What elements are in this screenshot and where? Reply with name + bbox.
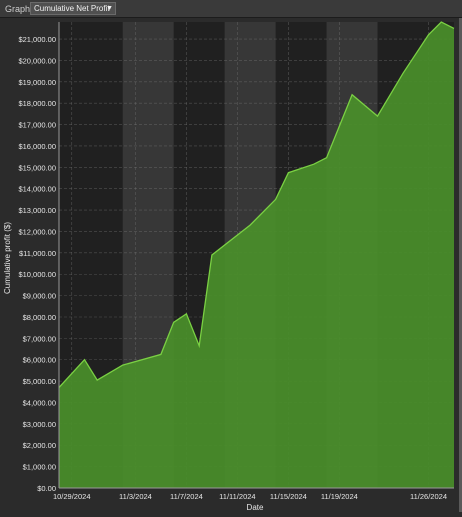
x-tick-label: 11/3/2024	[119, 492, 152, 501]
x-tick-label: 11/15/2024	[270, 492, 307, 501]
y-tick-label: $11,000.00	[19, 249, 56, 258]
graph-type-value: Cumulative Net Profit	[34, 4, 110, 13]
x-tick-label: 11/26/2024	[410, 492, 447, 501]
y-tick-label: $6,000.00	[23, 356, 56, 365]
y-tick-label: $14,000.00	[18, 185, 56, 194]
graph-toolbar: Graph Cumulative Net Profit ▼	[0, 0, 462, 18]
chart-container: $0.00$1,000.00$2,000.00$3,000.00$4,000.0…	[0, 18, 462, 512]
y-tick-label: $7,000.00	[23, 334, 56, 343]
y-tick-label: $9,000.00	[23, 292, 56, 301]
y-tick-label: $1,000.00	[23, 463, 56, 472]
x-axis-label: Date	[247, 503, 264, 512]
y-tick-label: $20,000.00	[18, 56, 56, 65]
y-tick-label: $10,000.00	[18, 270, 56, 279]
y-tick-label: $13,000.00	[18, 206, 56, 215]
y-tick-label: $19,000.00	[18, 78, 56, 87]
cumulative-profit-chart: $0.00$1,000.00$2,000.00$3,000.00$4,000.0…	[0, 18, 462, 512]
chevron-down-icon: ▼	[106, 3, 113, 14]
y-tick-label: $21,000.00	[18, 35, 56, 44]
y-tick-label: $4,000.00	[23, 398, 56, 407]
x-tick-label: 11/7/2024	[170, 492, 203, 501]
y-tick-label: $3,000.00	[23, 420, 56, 429]
y-tick-label: $15,000.00	[18, 163, 56, 172]
x-tick-label: 10/29/2024	[53, 492, 91, 501]
y-tick-label: $2,000.00	[23, 441, 56, 450]
graph-type-select[interactable]: Cumulative Net Profit ▼	[30, 2, 116, 15]
graph-label: Graph	[5, 4, 30, 14]
y-tick-label: $18,000.00	[18, 99, 56, 108]
y-tick-label: $16,000.00	[18, 142, 56, 151]
x-tick-label: 11/11/2024	[219, 492, 255, 501]
x-tick-label: 11/19/2024	[321, 492, 358, 501]
y-axis-label: Cumulative profit ($)	[3, 222, 12, 294]
y-tick-label: $12,000.00	[18, 227, 56, 236]
y-tick-label: $17,000.00	[18, 121, 56, 130]
y-tick-label: $8,000.00	[23, 313, 56, 322]
y-tick-label: $5,000.00	[23, 377, 56, 386]
